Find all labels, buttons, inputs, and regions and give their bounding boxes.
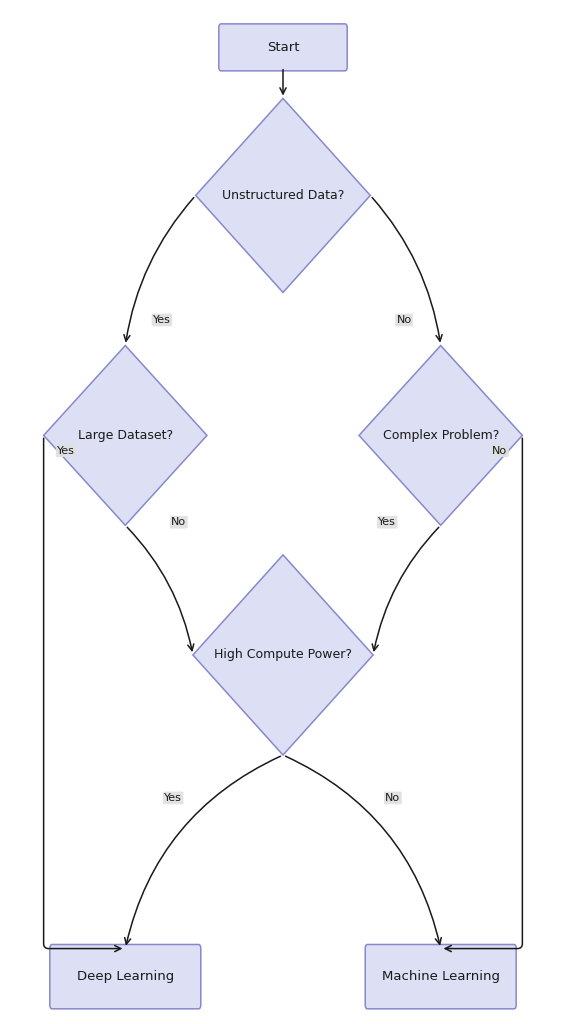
Text: High Compute Power?: High Compute Power? [214,648,352,662]
Text: No: No [385,793,400,803]
Text: Complex Problem?: Complex Problem? [383,429,499,442]
Text: Yes: Yes [153,315,171,325]
Text: Yes: Yes [57,445,75,456]
Text: Large Dataset?: Large Dataset? [78,429,173,442]
Text: No: No [171,517,186,527]
Text: No: No [492,445,507,456]
FancyBboxPatch shape [50,944,201,1009]
Text: Start: Start [267,41,299,54]
Text: Yes: Yes [378,517,396,527]
Polygon shape [44,345,207,525]
Polygon shape [193,555,373,755]
Text: Unstructured Data?: Unstructured Data? [222,188,344,202]
Text: No: No [397,315,411,325]
Text: Machine Learning: Machine Learning [381,970,500,983]
Polygon shape [196,98,370,293]
Text: Yes: Yes [164,793,182,803]
FancyBboxPatch shape [219,24,347,71]
Text: Deep Learning: Deep Learning [76,970,174,983]
FancyBboxPatch shape [365,944,516,1009]
Polygon shape [359,345,522,525]
